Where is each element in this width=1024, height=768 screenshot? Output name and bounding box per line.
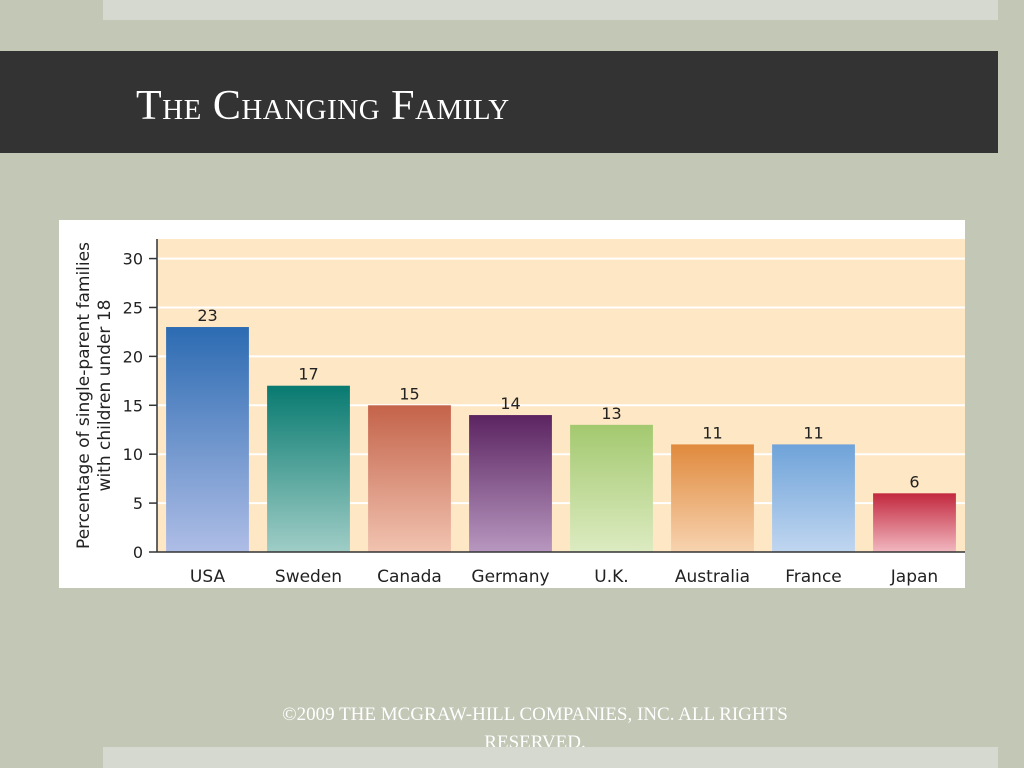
bar-value-label: 13 bbox=[601, 404, 621, 423]
x-tick-label: U.K. bbox=[594, 567, 628, 587]
x-tick-label: Japan bbox=[890, 567, 938, 587]
x-tick-label: Australia bbox=[675, 567, 750, 587]
bar-value-label: 11 bbox=[702, 423, 722, 442]
x-tick-label: Canada bbox=[377, 567, 442, 587]
bar-japan bbox=[873, 493, 956, 552]
x-tick-label: Sweden bbox=[275, 567, 342, 587]
bar-sweden bbox=[267, 385, 350, 552]
y-tick-label: 15 bbox=[123, 396, 143, 415]
bar-chart: 23 17 15 14 13 11 11 6 0 5 10 15 20 25 30 USA Sweden Ca… bbox=[74, 239, 965, 587]
bottom-band bbox=[103, 747, 998, 768]
y-tick-label: 0 bbox=[133, 543, 143, 562]
chart-panel: 23 17 15 14 13 11 11 6 0 5 10 15 20 25 30 USA Sweden Ca… bbox=[59, 220, 965, 588]
title-container: The Changing Family bbox=[0, 51, 998, 153]
bar-value-label: 17 bbox=[298, 365, 318, 384]
bar-value-label: 14 bbox=[500, 394, 520, 413]
bar-value-label: 6 bbox=[909, 472, 919, 491]
y-tick-label: 25 bbox=[123, 298, 143, 317]
value-labels: 23 17 15 14 13 11 11 6 bbox=[197, 306, 919, 491]
bar-uk bbox=[570, 424, 653, 552]
y-tick-label: 5 bbox=[133, 494, 143, 513]
bar-canada bbox=[368, 405, 451, 552]
bar-germany bbox=[469, 415, 552, 552]
title-bar bbox=[0, 51, 998, 153]
x-tick-labels: USA Sweden Canada Germany U.K. Australia Franc… bbox=[190, 567, 938, 587]
y-tick-label: 20 bbox=[123, 347, 143, 366]
bar-australia bbox=[671, 444, 754, 552]
y-tick-label: 30 bbox=[123, 250, 143, 269]
x-tick-label: France bbox=[785, 567, 842, 587]
y-axis-label-line: with children under 18 bbox=[95, 300, 115, 492]
y-axis-label-line: Percentage of single-parent families bbox=[74, 242, 94, 549]
y-axis-label: Percentage of single-parent familieswith… bbox=[74, 242, 115, 549]
bar-value-label: 11 bbox=[803, 423, 823, 442]
y-ticks: 0 5 10 15 20 25 30 bbox=[123, 250, 157, 562]
bars bbox=[166, 327, 956, 552]
bar-usa bbox=[166, 327, 249, 552]
y-tick-label: 10 bbox=[123, 445, 143, 464]
x-tick-label: USA bbox=[190, 567, 226, 587]
bar-value-label: 23 bbox=[197, 306, 217, 325]
x-tick-label: Germany bbox=[471, 567, 549, 587]
slide-title: The Changing Family bbox=[136, 83, 510, 129]
bar-france bbox=[772, 444, 855, 552]
bar-value-label: 15 bbox=[399, 384, 419, 403]
top-band bbox=[103, 0, 998, 20]
